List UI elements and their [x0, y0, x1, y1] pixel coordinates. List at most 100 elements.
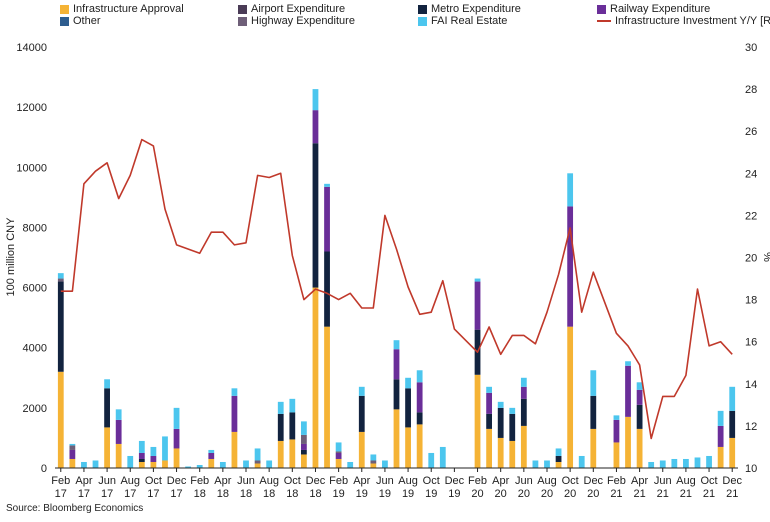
legend-item-infrastructure-approval: Infrastructure Approval: [60, 3, 184, 15]
bar-segment: [277, 440, 284, 468]
bar-segment: [717, 410, 724, 426]
bar-segment: [439, 446, 446, 468]
bar-segment: [717, 446, 724, 468]
legend-label: Metro Expenditure: [431, 3, 521, 15]
bar-segment: [173, 448, 180, 468]
bar-segment: [613, 442, 620, 468]
y2-tick-label: 22: [745, 210, 757, 222]
legend-swatch: [60, 16, 69, 26]
source-note: Source: Bloomberg Economics: [6, 503, 144, 514]
x-tick-label-year: 18: [240, 488, 252, 500]
legend-swatch: [418, 4, 427, 14]
x-tick-label-year: 17: [147, 488, 159, 500]
x-tick-label-year: 18: [286, 488, 298, 500]
bar-segment: [393, 349, 400, 380]
x-tick-label-month: Oct: [284, 475, 301, 487]
y-tick-label: 8000: [23, 222, 47, 234]
x-tick-label-year: 17: [101, 488, 113, 500]
x-tick-label-month: Jun: [515, 475, 533, 487]
legend-swatch: [597, 4, 606, 14]
bar-segment: [208, 458, 215, 468]
legend-item-other: Other: [60, 15, 101, 27]
bar-segment: [312, 110, 319, 144]
bar-segment: [57, 278, 64, 282]
bar-segment: [231, 431, 238, 468]
bar-segment: [104, 427, 110, 468]
y-tick-label: 6000: [23, 283, 47, 295]
bar-segment: [474, 278, 481, 282]
bar-segment: [567, 206, 574, 327]
bar-segment: [69, 445, 76, 450]
y2-tick-label: 28: [745, 84, 757, 96]
bar-segment: [555, 448, 562, 456]
x-tick-label-year: 20: [471, 488, 483, 500]
x-tick-label-month: Apr: [492, 475, 509, 487]
bar-segment: [57, 371, 64, 468]
y-axis-left: 0 2000 4000 6000 8000 10000 12000 14000: [16, 42, 47, 475]
bar-segment: [509, 407, 516, 414]
bar-segment: [289, 398, 296, 413]
bar-segment: [474, 374, 481, 468]
legend-item-highway-expenditure: Highway Expenditure: [238, 15, 355, 27]
bar-segment: [555, 455, 562, 462]
bar-segment: [416, 424, 423, 468]
legend-swatch: [238, 4, 247, 14]
x-tick-label-month: Dec: [306, 475, 326, 487]
bar-segment: [69, 458, 76, 468]
bar-segment: [324, 326, 330, 468]
y-tick-label: 10000: [16, 162, 47, 174]
bar-segment: [162, 436, 168, 461]
bar-segment: [115, 409, 122, 420]
bar-segment: [474, 281, 481, 330]
bar-segment: [138, 440, 145, 453]
bar-segment: [81, 461, 87, 468]
x-tick-label-year: 18: [309, 488, 321, 500]
y2-tick-label: 20: [745, 253, 757, 265]
legend-line-swatch: [597, 20, 611, 22]
bar-segment: [729, 410, 736, 438]
bar-segment: [520, 425, 527, 468]
bar-segment: [405, 388, 411, 428]
x-tick-label-month: Dec: [445, 475, 465, 487]
bar-segment: [555, 461, 562, 468]
x-tick-label-year: 20: [587, 488, 599, 500]
bar-segment: [277, 401, 284, 414]
x-tick-label-year: 18: [194, 488, 206, 500]
x-tick-label-month: Apr: [75, 475, 92, 487]
bar-segment: [104, 379, 110, 389]
bar-segment: [428, 452, 435, 468]
bar-segment: [590, 395, 597, 429]
bar-segment: [671, 458, 678, 468]
legend-label: Highway Expenditure: [251, 15, 355, 27]
x-tick-label-month: Oct: [562, 475, 579, 487]
x-tick-label-month: Jun: [98, 475, 116, 487]
bar-segment: [219, 461, 226, 468]
legend-label: Railway Expenditure: [610, 3, 711, 15]
bar-segment: [231, 388, 238, 396]
legend-label: Infrastructure Investment Y/Y [RHS]: [615, 15, 770, 27]
x-tick-label-year: 18: [263, 488, 275, 500]
x-tick-label-month: Aug: [398, 475, 418, 487]
x-tick-label-year: 19: [425, 488, 437, 500]
x-tick-label-month: Jun: [376, 475, 394, 487]
bar-segment: [497, 437, 504, 468]
bar-segment: [358, 395, 365, 432]
bar-segment: [231, 395, 238, 432]
x-tick-label-year: 17: [124, 488, 136, 500]
y-tick-label: 12000: [16, 102, 47, 114]
legend-item-railway-expenditure: Railway Expenditure: [597, 3, 710, 15]
legend-swatch: [418, 16, 427, 26]
bar-segment: [393, 409, 400, 468]
bar-segment: [335, 458, 342, 468]
bar-segment: [300, 443, 307, 450]
bar-segment: [300, 434, 307, 444]
bar-segment: [405, 427, 411, 468]
bar-segment: [138, 458, 145, 462]
bar-segment: [115, 419, 122, 444]
x-tick-label-year: 21: [633, 488, 645, 500]
bar-segment: [729, 437, 736, 468]
bar-segment: [694, 457, 701, 468]
x-tick-label-year: 21: [703, 488, 715, 500]
bar-segment: [590, 428, 597, 468]
bar-segment: [486, 413, 493, 429]
